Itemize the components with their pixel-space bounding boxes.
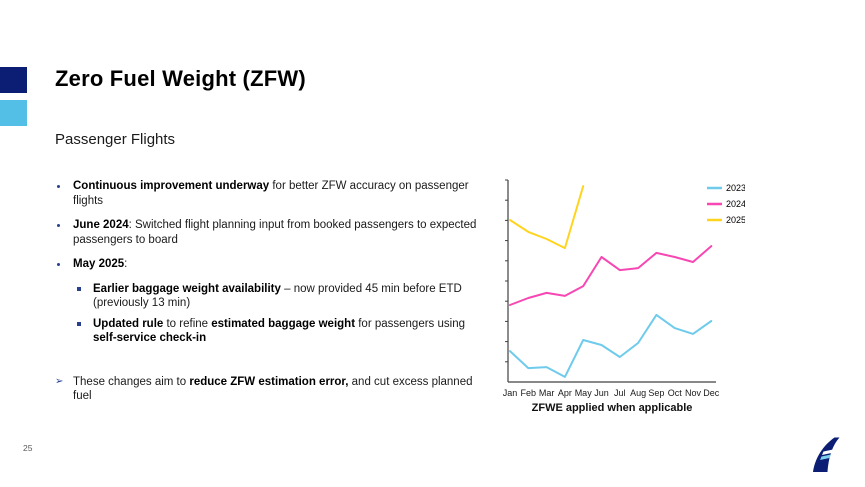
tailfin-flag-stripe-white: [822, 449, 833, 455]
x-axis-label: Jul: [614, 388, 626, 398]
slide-subtitle: Passenger Flights: [55, 131, 176, 148]
bullet-text: May 2025:: [73, 258, 128, 270]
square-bullet-marker: [75, 282, 93, 311]
zfw-line-chart: Jan Feb Mar Apr May Jun Jul Aug Sep Oct Nov Dec 2023…: [503, 179, 746, 398]
x-axis-label: Mar: [539, 388, 555, 398]
chart-caption: ZFWE applied when applicable: [531, 402, 693, 414]
page-number: 25: [23, 443, 33, 453]
bullet-item: Continuous improvement underway for bett…: [55, 179, 487, 208]
legend-label-2024: 2024: [726, 199, 745, 209]
slide-title: Zero Fuel Weight (ZFW): [55, 66, 306, 91]
x-axis-label: Jun: [594, 388, 609, 398]
legend-label-2025: 2025: [726, 215, 745, 225]
legend-label-2023: 2023: [726, 183, 745, 193]
dot-bullet-marker: [55, 257, 73, 272]
bullet-item: Earlier baggage weight availability – no…: [75, 282, 487, 311]
accent-square-navy: [0, 67, 27, 93]
tailfin-flag-stripe-blue: [820, 454, 831, 460]
bullet-list: Continuous improvement underway for bett…: [55, 179, 487, 414]
bullet-text: These changes aim to reduce ZFW estimati…: [73, 375, 473, 403]
square-bullet-marker: [75, 317, 93, 346]
bullet-text: Continuous improvement underway for bett…: [73, 180, 469, 207]
tailfin-shape: [813, 437, 840, 472]
bullet-item: Updated rule to refine estimated baggage…: [75, 317, 487, 346]
x-axis-label: Oct: [668, 388, 683, 398]
x-axis-label: Sep: [648, 388, 664, 398]
x-axis-label: Aug: [630, 388, 646, 398]
x-axis-label: Feb: [521, 388, 537, 398]
bullet-text: Updated rule to refine estimated baggage…: [93, 317, 465, 345]
x-axis-label: May: [575, 388, 593, 398]
x-axis-label: Apr: [558, 388, 572, 398]
x-axis-label: Jan: [503, 388, 518, 398]
x-axis-label: Nov: [685, 388, 702, 398]
bullet-item: June 2024: Switched flight planning inpu…: [55, 218, 487, 247]
bullet-text: June 2024: Switched flight planning inpu…: [73, 219, 477, 246]
bullet-item: May 2025:: [55, 257, 487, 272]
x-axis-label: Dec: [703, 388, 720, 398]
accent-square-lightblue: [0, 100, 27, 126]
series-line-2024: [509, 245, 713, 306]
zfw-chart: Jan Feb Mar Apr May Jun Jul Aug Sep Oct Nov Dec 2023…: [495, 168, 746, 403]
dot-bullet-marker: [55, 218, 73, 247]
dot-bullet-marker: [55, 179, 73, 208]
series-line-2023: [509, 313, 713, 378]
bullet-text: Earlier baggage weight availability – no…: [93, 282, 462, 310]
airline-tailfin-logo: [813, 437, 840, 472]
series-line-2025: [509, 185, 585, 250]
arrow-bullet-marker: ➢: [55, 375, 64, 387]
bullet-item: ➢ These changes aim to reduce ZFW estimat…: [55, 375, 487, 404]
